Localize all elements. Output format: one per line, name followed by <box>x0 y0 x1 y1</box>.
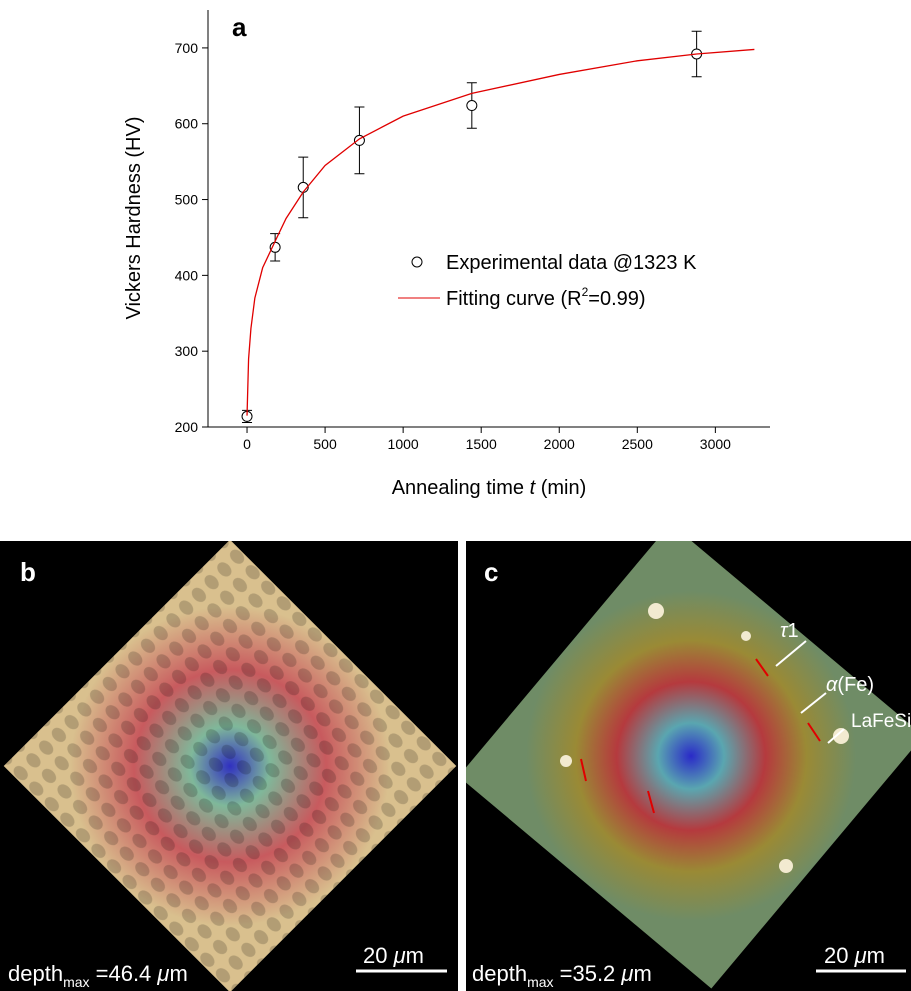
x-tick-label: 1500 <box>466 436 497 452</box>
depth-part: μ <box>156 961 169 986</box>
x-tick-label: 2500 <box>622 436 653 452</box>
depth-part: m <box>633 961 651 986</box>
depth-part: m <box>169 961 187 986</box>
panel-label: c <box>484 557 498 587</box>
annotation: α(Fe) <box>826 674 874 696</box>
phase-spots <box>560 603 849 873</box>
x-tick-label: 500 <box>313 436 337 452</box>
x-tick-label: 1000 <box>388 436 419 452</box>
scale-part: m <box>406 943 424 968</box>
depth-part: depth <box>472 961 527 986</box>
panel-label: b <box>20 557 36 587</box>
x-label-part: t <box>530 477 537 499</box>
data-point <box>466 100 478 112</box>
scale-label: 20 μm <box>363 943 424 968</box>
x-label-part: Annealing time <box>392 477 530 499</box>
depth-part: =35.2 <box>554 961 622 986</box>
scale-part: 20 <box>824 943 855 968</box>
depth-part: max <box>527 974 553 990</box>
x-tick-label: 0 <box>243 436 251 452</box>
chart: a Vickers Hardness (HV) Annealing time t… <box>123 10 770 499</box>
scale-part: μ <box>854 943 867 968</box>
y-tick-label: 300 <box>175 343 199 359</box>
image-panel: b depthmax =46.4 μm 20 μm <box>0 541 458 991</box>
panel-label: a <box>232 12 247 42</box>
depth-label: depthmax =35.2 μm <box>472 961 652 990</box>
x-label-part: (min) <box>535 477 586 499</box>
depth-part: depth <box>8 961 63 986</box>
legend-part: =0.99) <box>588 288 645 310</box>
y-tick-label: 200 <box>175 419 199 435</box>
depth-part: μ <box>620 961 633 986</box>
y-tick-label: 700 <box>175 40 199 56</box>
legend-part: Fitting curve (R <box>446 288 582 310</box>
scale-part: μ <box>393 943 406 968</box>
image-panel: c τ1 α(Fe) LaFeSi depthmax =35.2 μm 20 μ… <box>466 541 911 991</box>
y-axis-label: Vickers Hardness (HV) <box>123 116 145 319</box>
annotation-part: α <box>826 674 838 696</box>
x-axis-label: Annealing time t (min) <box>392 477 587 499</box>
scale-part: 20 <box>363 943 394 968</box>
y-tick-label: 400 <box>175 267 199 283</box>
legend-marker <box>411 256 423 268</box>
depth-label: depthmax =46.4 μm <box>8 961 188 990</box>
annotation-part: (Fe) <box>837 674 874 696</box>
annotation-part: τ <box>780 620 789 642</box>
x-tick-label: 2000 <box>544 436 575 452</box>
annotation-part: 1 <box>787 620 798 642</box>
y-tick-label: 600 <box>175 116 199 132</box>
annotation: τ1 <box>780 620 799 642</box>
indent-map <box>3 541 457 991</box>
annotation-arrows <box>775 640 845 744</box>
scale-part: m <box>867 943 885 968</box>
legend-label: Experimental data @1323 K <box>446 252 697 274</box>
scale-label: 20 μm <box>824 943 885 968</box>
depth-part: =46.4 <box>90 961 158 986</box>
legend-part: 2 <box>582 285 589 299</box>
y-tick-label: 500 <box>175 192 199 208</box>
depth-part: max <box>63 974 89 990</box>
legend-label: Fitting curve (R2=0.99) <box>446 285 646 310</box>
annotation: LaFeSi <box>851 711 911 732</box>
fit-curve <box>246 48 755 416</box>
indent-map <box>466 541 911 989</box>
crack-arrows <box>580 658 821 814</box>
x-tick-label: 3000 <box>700 436 731 452</box>
